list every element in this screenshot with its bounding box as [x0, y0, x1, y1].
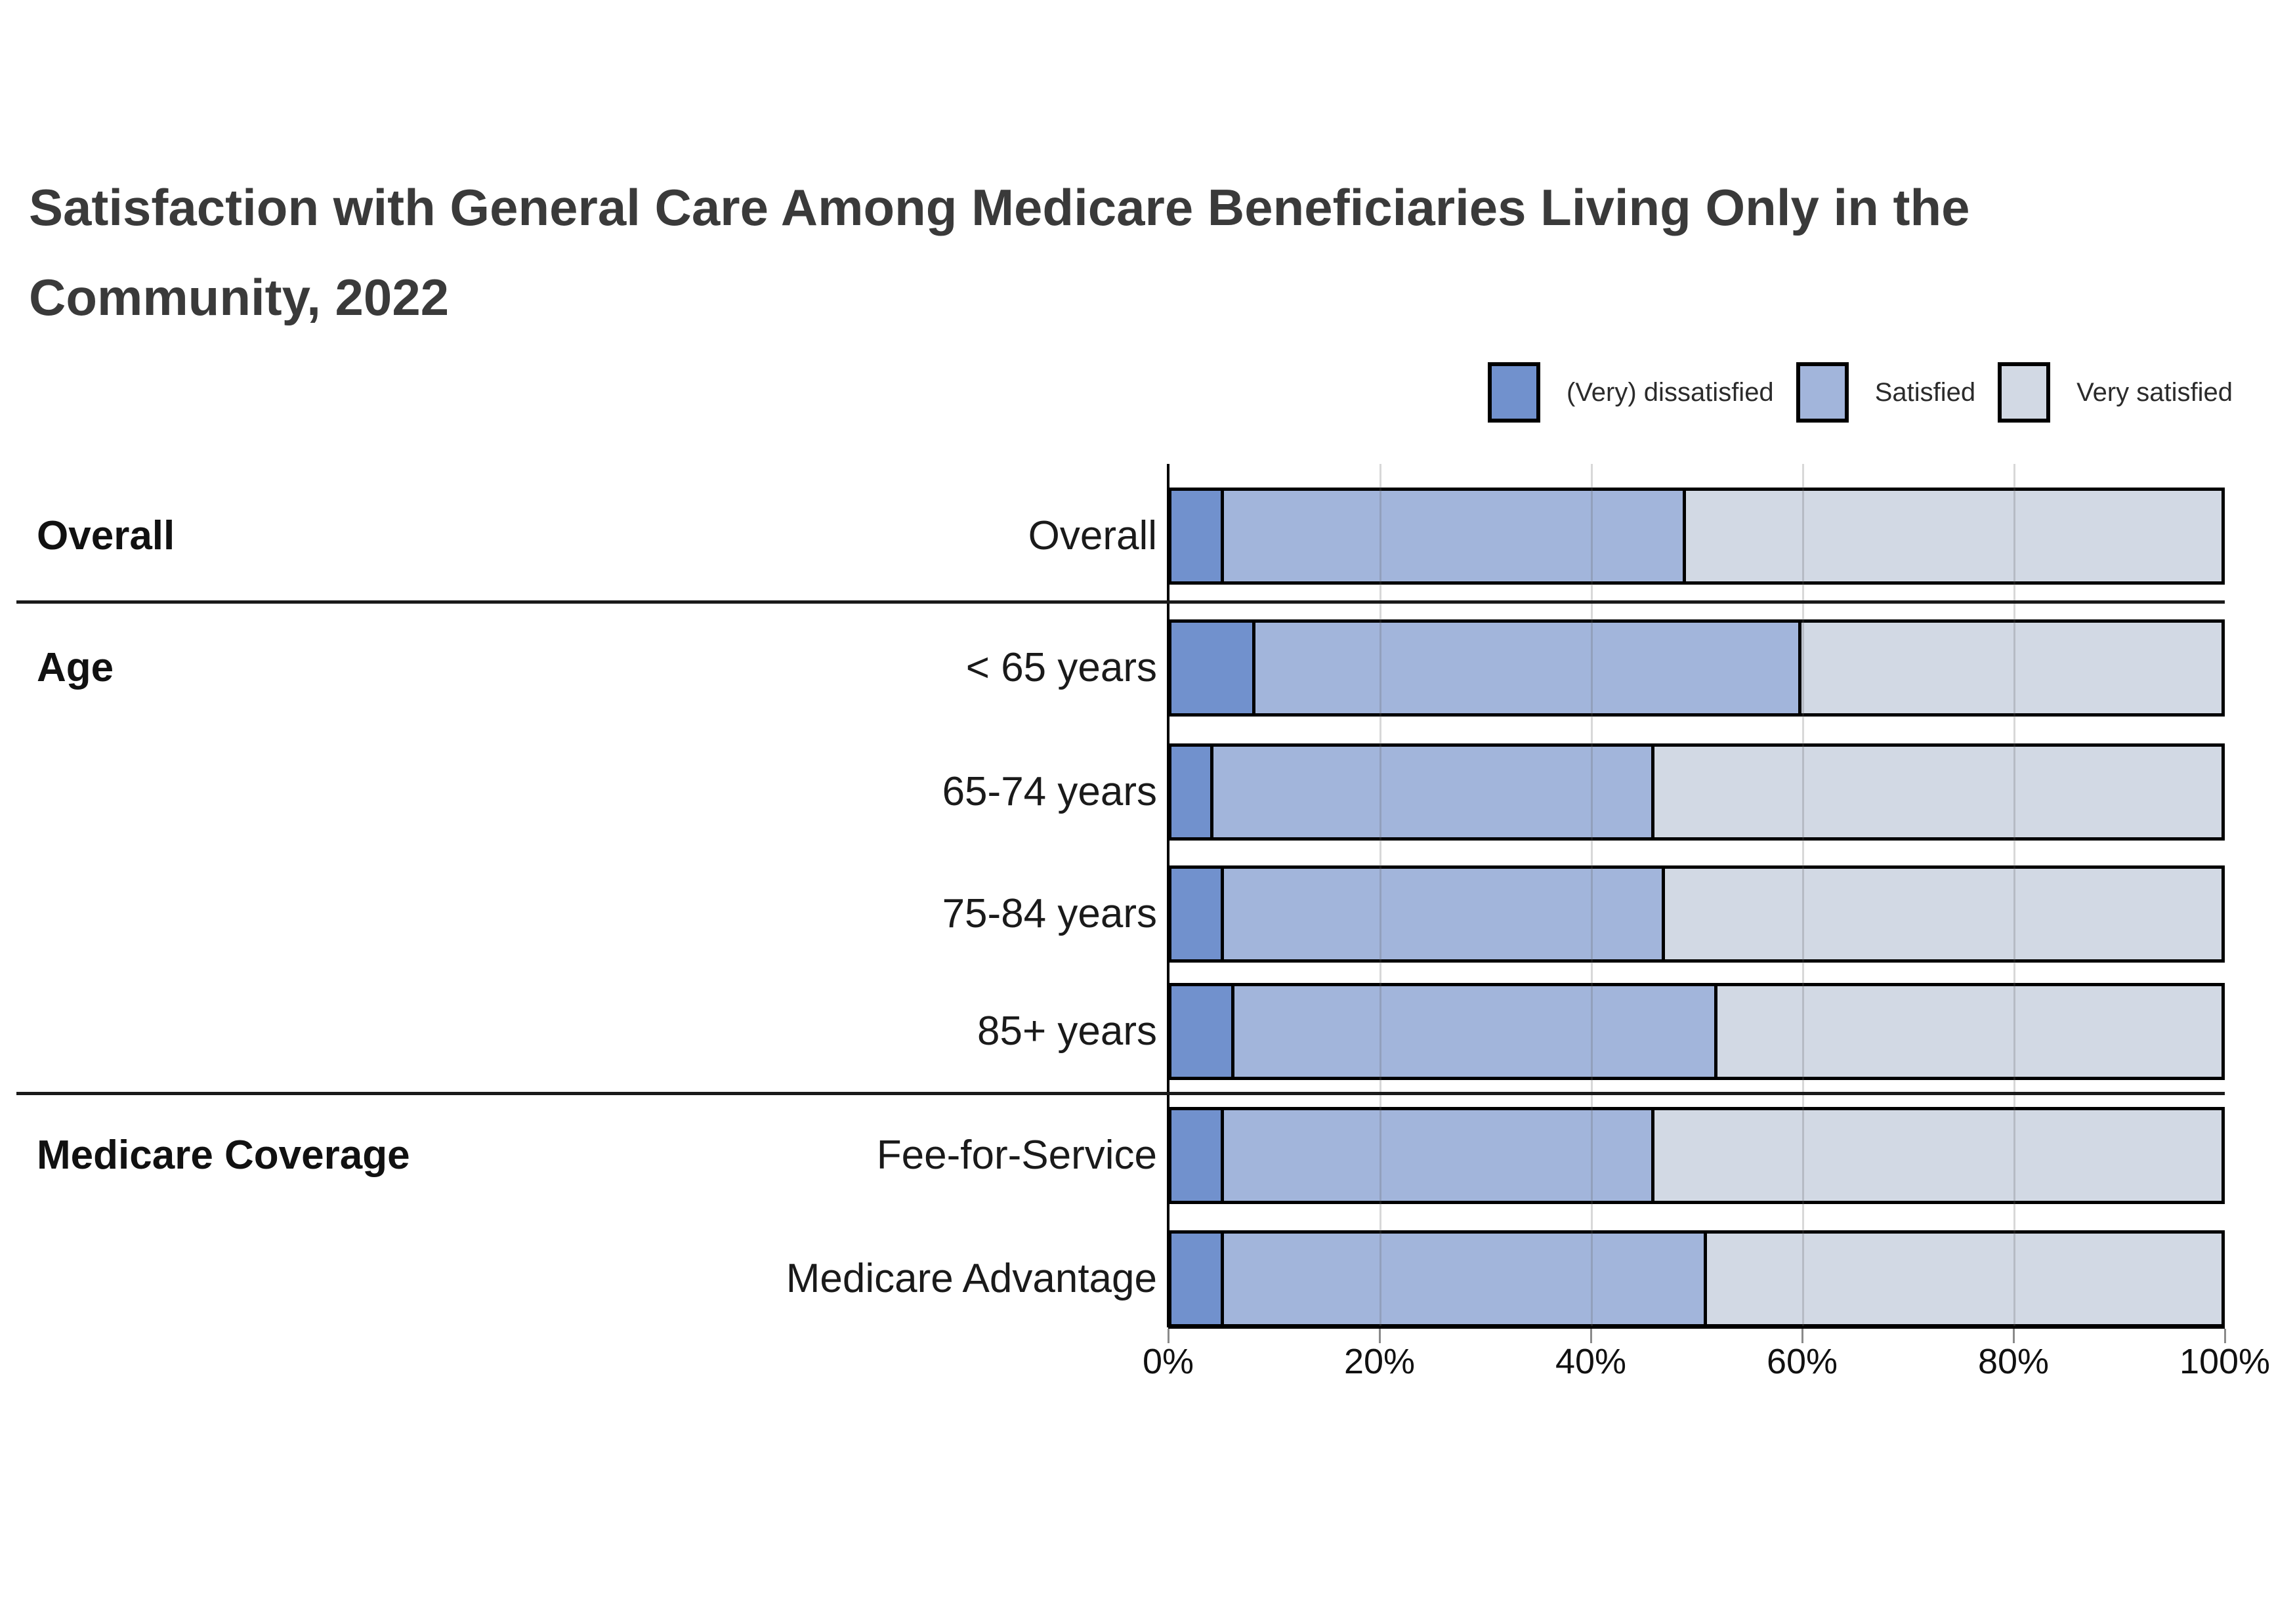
- row-label: 85+ years: [977, 1009, 1157, 1054]
- row-label: 65-74 years: [942, 769, 1157, 814]
- bar-row: 65-74 years: [0, 743, 2274, 841]
- row-label: 75-84 years: [942, 891, 1157, 936]
- row-label: < 65 years: [965, 645, 1157, 690]
- stacked-bar: [1168, 865, 2225, 963]
- bar-segment-very-dissatisfied: [1171, 747, 1213, 837]
- bar-segment-very-satisfied: [1801, 623, 2221, 713]
- bar-row: 75-84 years: [0, 865, 2274, 963]
- bar-segment-satisfied: [1224, 491, 1686, 581]
- bar-row: Medicare Advantage: [0, 1230, 2274, 1327]
- row-label: Medicare Advantage: [786, 1256, 1157, 1301]
- legend-label: (Very) dissatisfied: [1567, 377, 1774, 407]
- bar-segment-satisfied: [1234, 986, 1717, 1077]
- x-axis-tick-label: 80%: [1977, 1342, 2050, 1381]
- legend-swatch-satisfied: [1796, 362, 1849, 423]
- stacked-bar: [1168, 983, 2225, 1080]
- x-axis-tick-label: 40%: [1555, 1342, 1627, 1381]
- stacked-bar: [1168, 743, 2225, 841]
- stacked-bar: [1168, 488, 2225, 585]
- bar-segment-very-satisfied: [1707, 1234, 2221, 1324]
- x-axis-tick: [2012, 1329, 2015, 1343]
- y-axis-line: [1167, 464, 1169, 1327]
- bar-segment-very-dissatisfied: [1171, 1234, 1224, 1324]
- bar-segment-very-dissatisfied: [1171, 986, 1234, 1077]
- bar-segment-very-satisfied: [1717, 986, 2221, 1077]
- gridline-20pct: [1379, 464, 1381, 1327]
- bar-segment-satisfied: [1255, 623, 1801, 713]
- legend-label: Satisfied: [1874, 377, 1976, 407]
- x-axis-tick: [1801, 1329, 1803, 1343]
- legend: (Very) dissatisfied Satisfied Very satisfi…: [1465, 361, 2233, 424]
- bar-segment-satisfied: [1224, 1110, 1654, 1201]
- bar-segment-very-dissatisfied: [1171, 491, 1224, 581]
- stacked-bar: [1168, 1107, 2225, 1204]
- chart-title: Satisfaction with General Care Among Med…: [29, 178, 1970, 327]
- bar-segment-very-dissatisfied: [1171, 869, 1224, 959]
- bar-segment-very-satisfied: [1686, 491, 2221, 581]
- bar-segment-satisfied: [1224, 869, 1665, 959]
- x-axis-tick-label: 20%: [1343, 1342, 1416, 1381]
- x-axis-tick-label: 0%: [1142, 1342, 1194, 1381]
- gridline-40pct: [1591, 464, 1593, 1327]
- section-separator: [16, 600, 2225, 604]
- bar-row: < 65 years: [0, 619, 2274, 717]
- bar-row: Overall: [0, 488, 2274, 585]
- x-axis-tick: [1167, 1329, 1169, 1343]
- stacked-bar: [1168, 1230, 2225, 1327]
- row-label: Overall: [1028, 513, 1157, 558]
- bar-segment-satisfied: [1224, 1234, 1707, 1324]
- stacked-bar: [1168, 619, 2225, 717]
- legend-item-very-dissatisfied: (Very) dissatisfied: [1488, 362, 1774, 423]
- x-axis-line: [1168, 1326, 2225, 1329]
- gridline-80pct: [2013, 464, 2015, 1327]
- bar-segment-very-dissatisfied: [1171, 623, 1255, 713]
- legend-item-very-satisfied: Very satisfied: [1998, 362, 2233, 423]
- x-axis-tick-label: 100%: [2179, 1342, 2271, 1381]
- bar-row: 85+ years: [0, 983, 2274, 1080]
- x-axis-tick: [2223, 1329, 2226, 1343]
- x-axis-tick: [1378, 1329, 1381, 1343]
- legend-label: Very satisfied: [2076, 377, 2233, 407]
- row-label: Fee-for-Service: [876, 1133, 1157, 1178]
- bar-segment-very-satisfied: [1654, 1110, 2221, 1201]
- legend-swatch-very-satisfied: [1998, 362, 2051, 423]
- legend-item-satisfied: Satisfied: [1796, 362, 1975, 423]
- section-label-medicare-coverage: Medicare Coverage: [37, 1133, 410, 1178]
- bar-row: Fee-for-Service: [0, 1107, 2274, 1204]
- bar-segment-very-satisfied: [1654, 747, 2221, 837]
- x-axis-tick-label: 60%: [1766, 1342, 1838, 1381]
- bar-segment-very-satisfied: [1665, 869, 2221, 959]
- bar-segment-satisfied: [1213, 747, 1654, 837]
- section-label-overall: Overall: [37, 513, 175, 558]
- bar-segment-very-dissatisfied: [1171, 1110, 1224, 1201]
- legend-swatch-very-dissatisfied: [1488, 362, 1541, 423]
- section-separator: [16, 1092, 2225, 1095]
- gridline-60pct: [1802, 464, 1804, 1327]
- x-axis-tick: [1590, 1329, 1592, 1343]
- section-label-age: Age: [37, 645, 114, 690]
